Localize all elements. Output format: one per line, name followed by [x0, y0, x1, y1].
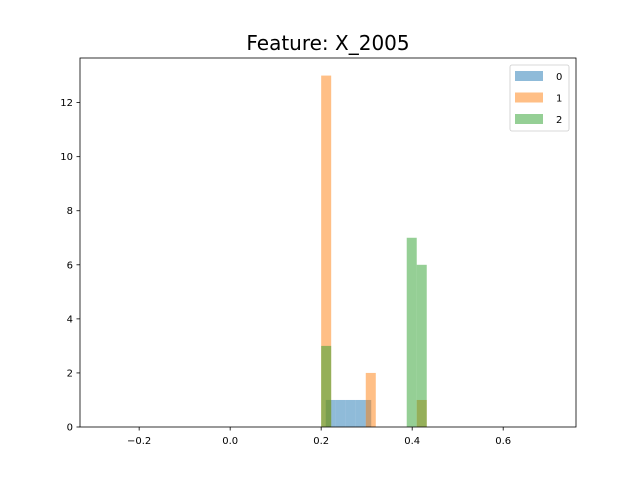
- x-tick-label: −0.2: [127, 436, 151, 447]
- y-tick-label: 6: [67, 260, 73, 271]
- y-tick-label: 2: [67, 368, 73, 379]
- chart-title: Feature: X_2005: [246, 31, 409, 55]
- bar-series-2-0: [321, 345, 332, 427]
- bar-series-0-3: [355, 399, 366, 427]
- y-tick-label: 12: [60, 98, 73, 109]
- bar-series-0-1: [335, 399, 346, 427]
- x-tick-label: 0.6: [495, 436, 511, 447]
- legend-label-1: 1: [556, 94, 562, 105]
- legend-swatch-1: [515, 92, 543, 103]
- y-tick-label: 10: [60, 152, 73, 163]
- bars-layer: [321, 75, 427, 428]
- x-tick-label: 0.2: [313, 436, 329, 447]
- legend-label-2: 2: [556, 115, 562, 126]
- x-tick-label: 0.4: [404, 436, 420, 447]
- y-tick-label: 4: [67, 314, 73, 325]
- legend: 0 1 2: [509, 64, 570, 132]
- legend-label-0: 0: [556, 72, 562, 83]
- legend-swatch-0: [515, 71, 543, 81]
- bar-series-2-1: [406, 237, 417, 427]
- bar-series-1-0: [321, 75, 332, 428]
- bar-series-2-2: [416, 264, 427, 427]
- y-tick-label: 8: [67, 206, 73, 217]
- y-tick-label: 0: [67, 423, 73, 434]
- legend-swatch-2: [515, 114, 543, 124]
- bar-series-0-2: [345, 399, 356, 427]
- x-tick-label: 0.0: [222, 436, 238, 447]
- plot-frame: [79, 57, 577, 428]
- bar-series-1-1: [365, 372, 376, 427]
